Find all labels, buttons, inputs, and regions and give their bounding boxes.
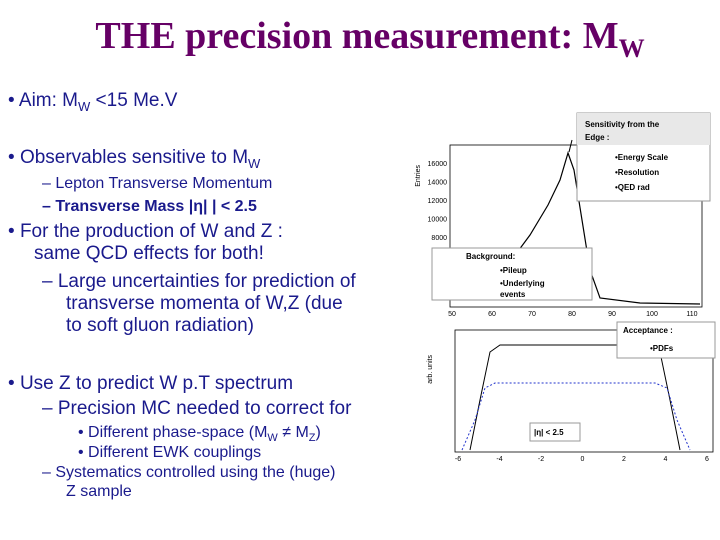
- text: Systematics controlled using the (huge): [55, 464, 335, 481]
- bullet: • Aim: MW <15 Me.V: [8, 90, 178, 114]
- x-tick-label: 6: [705, 456, 709, 463]
- acceptance-box: [616, 321, 716, 359]
- curve: [461, 382, 691, 451]
- text: ≠ M: [278, 424, 309, 441]
- y-label: Entries: [415, 165, 422, 187]
- text: Large uncertainties for prediction of: [58, 271, 357, 292]
- text: Z sample: [66, 483, 132, 500]
- box-title: Acceptance :: [623, 326, 673, 335]
- box-item: •PDFs: [650, 344, 674, 353]
- text: Transverse Mass |η| | < 2.5: [55, 198, 257, 215]
- eta-box: [529, 422, 581, 442]
- plot-2: arb. units -6 -4 -2 0 2 4 6 Acceptance : •PDFs…: [427, 321, 716, 463]
- text: Use Z to predict W p.T spectrum: [20, 373, 293, 394]
- x-tick-label: 80: [568, 311, 576, 318]
- x-tick-label: 0: [581, 456, 585, 463]
- title-sub: W: [619, 34, 645, 63]
- background-box: [431, 247, 593, 301]
- text: For the production of W and Z :: [20, 221, 283, 242]
- text: Lepton Transverse Momentum: [55, 175, 272, 192]
- x-tick-label: 110: [686, 311, 697, 318]
- text: same QCD effects for both!: [34, 243, 264, 264]
- x-tick-label: 90: [608, 311, 616, 318]
- text: to soft gluon radiation): [66, 315, 254, 336]
- text: transverse momenta of W,Z (due: [66, 293, 343, 314]
- box-item: events: [500, 290, 526, 299]
- box-item: •QED rad: [615, 183, 650, 192]
- y-tick-label: 14000: [428, 180, 448, 187]
- x-tick-label: 100: [646, 311, 658, 318]
- plot-1: Entries 16000140001200010000800060004000…: [415, 112, 711, 318]
- edge-box-header: [577, 113, 710, 145]
- box-title: Sensitivity from the: [585, 120, 660, 129]
- box-title: Edge :: [585, 133, 609, 142]
- bullet: • Observables sensitive to MW: [8, 147, 261, 171]
- bullet: • For the production of W and Z :: [8, 221, 283, 242]
- x-tick-label: -2: [538, 456, 544, 463]
- sub-sub-bullet: • Different phase-space (MW ≠ MZ): [78, 424, 321, 444]
- sub-sub-bullet: • Different EWK couplings: [78, 444, 261, 461]
- x-tick-label: 2: [622, 456, 626, 463]
- text: Aim: M: [19, 90, 78, 111]
- sub: Z: [309, 432, 316, 444]
- box-item: •Energy Scale: [615, 153, 669, 162]
- eta-label: |η| < 2.5: [534, 428, 564, 437]
- text: Precision MC needed to correct for: [58, 398, 352, 419]
- x-tick-label: 60: [488, 311, 496, 318]
- title-text: THE precision measurement: M: [95, 15, 618, 57]
- sub: W: [248, 156, 261, 171]
- x-tick-label: 70: [528, 311, 536, 318]
- text: Different phase-space (M: [88, 424, 267, 441]
- bullet: • Use Z to predict W p.T spectrum: [8, 373, 293, 394]
- sub-bullet: – Lepton Transverse Momentum: [42, 175, 272, 192]
- curve: [469, 344, 681, 451]
- y-tick-label: 12000: [428, 198, 448, 205]
- sub-bullet: – Transverse Mass |η| | < 2.5: [42, 198, 257, 215]
- sub: W: [267, 432, 278, 444]
- box-item: •Pileup: [500, 266, 527, 275]
- y-tick-label: 8000: [431, 235, 447, 242]
- box-item: •Underlying: [500, 279, 545, 288]
- box-item: •Resolution: [615, 168, 659, 177]
- y-tick-label: 16000: [428, 161, 448, 168]
- y-tick-label: 10000: [428, 217, 448, 224]
- sub: W: [78, 99, 91, 114]
- sub-bullet: – Precision MC needed to correct for: [42, 398, 352, 419]
- x-ticks: -6 -4 -2 0 2 4 6: [455, 456, 709, 463]
- text: <15 Me.V: [90, 90, 177, 111]
- x-tick-label: 4: [664, 456, 668, 463]
- box-title: Background:: [466, 252, 515, 261]
- y-label: arb. units: [427, 355, 434, 384]
- sub-bullet: – Systematics controlled using the (huge…: [42, 464, 335, 481]
- x-tick-label: 50: [448, 311, 456, 318]
- x-ticks: 50 60 70 80 90 100 110: [448, 311, 698, 318]
- x-tick-label: -4: [496, 456, 502, 463]
- x-tick-label: -6: [455, 456, 461, 463]
- bullets: • Aim: MW <15 Me.V • Observables sensiti…: [8, 90, 356, 500]
- text: Observables sensitive to M: [20, 147, 248, 168]
- text: Different EWK couplings: [88, 444, 261, 461]
- text: ): [316, 424, 321, 441]
- sub-bullet: – Large uncertainties for prediction of: [42, 271, 356, 292]
- arrow: [568, 139, 573, 153]
- slide-title: THE precision measurement: MW: [95, 15, 644, 63]
